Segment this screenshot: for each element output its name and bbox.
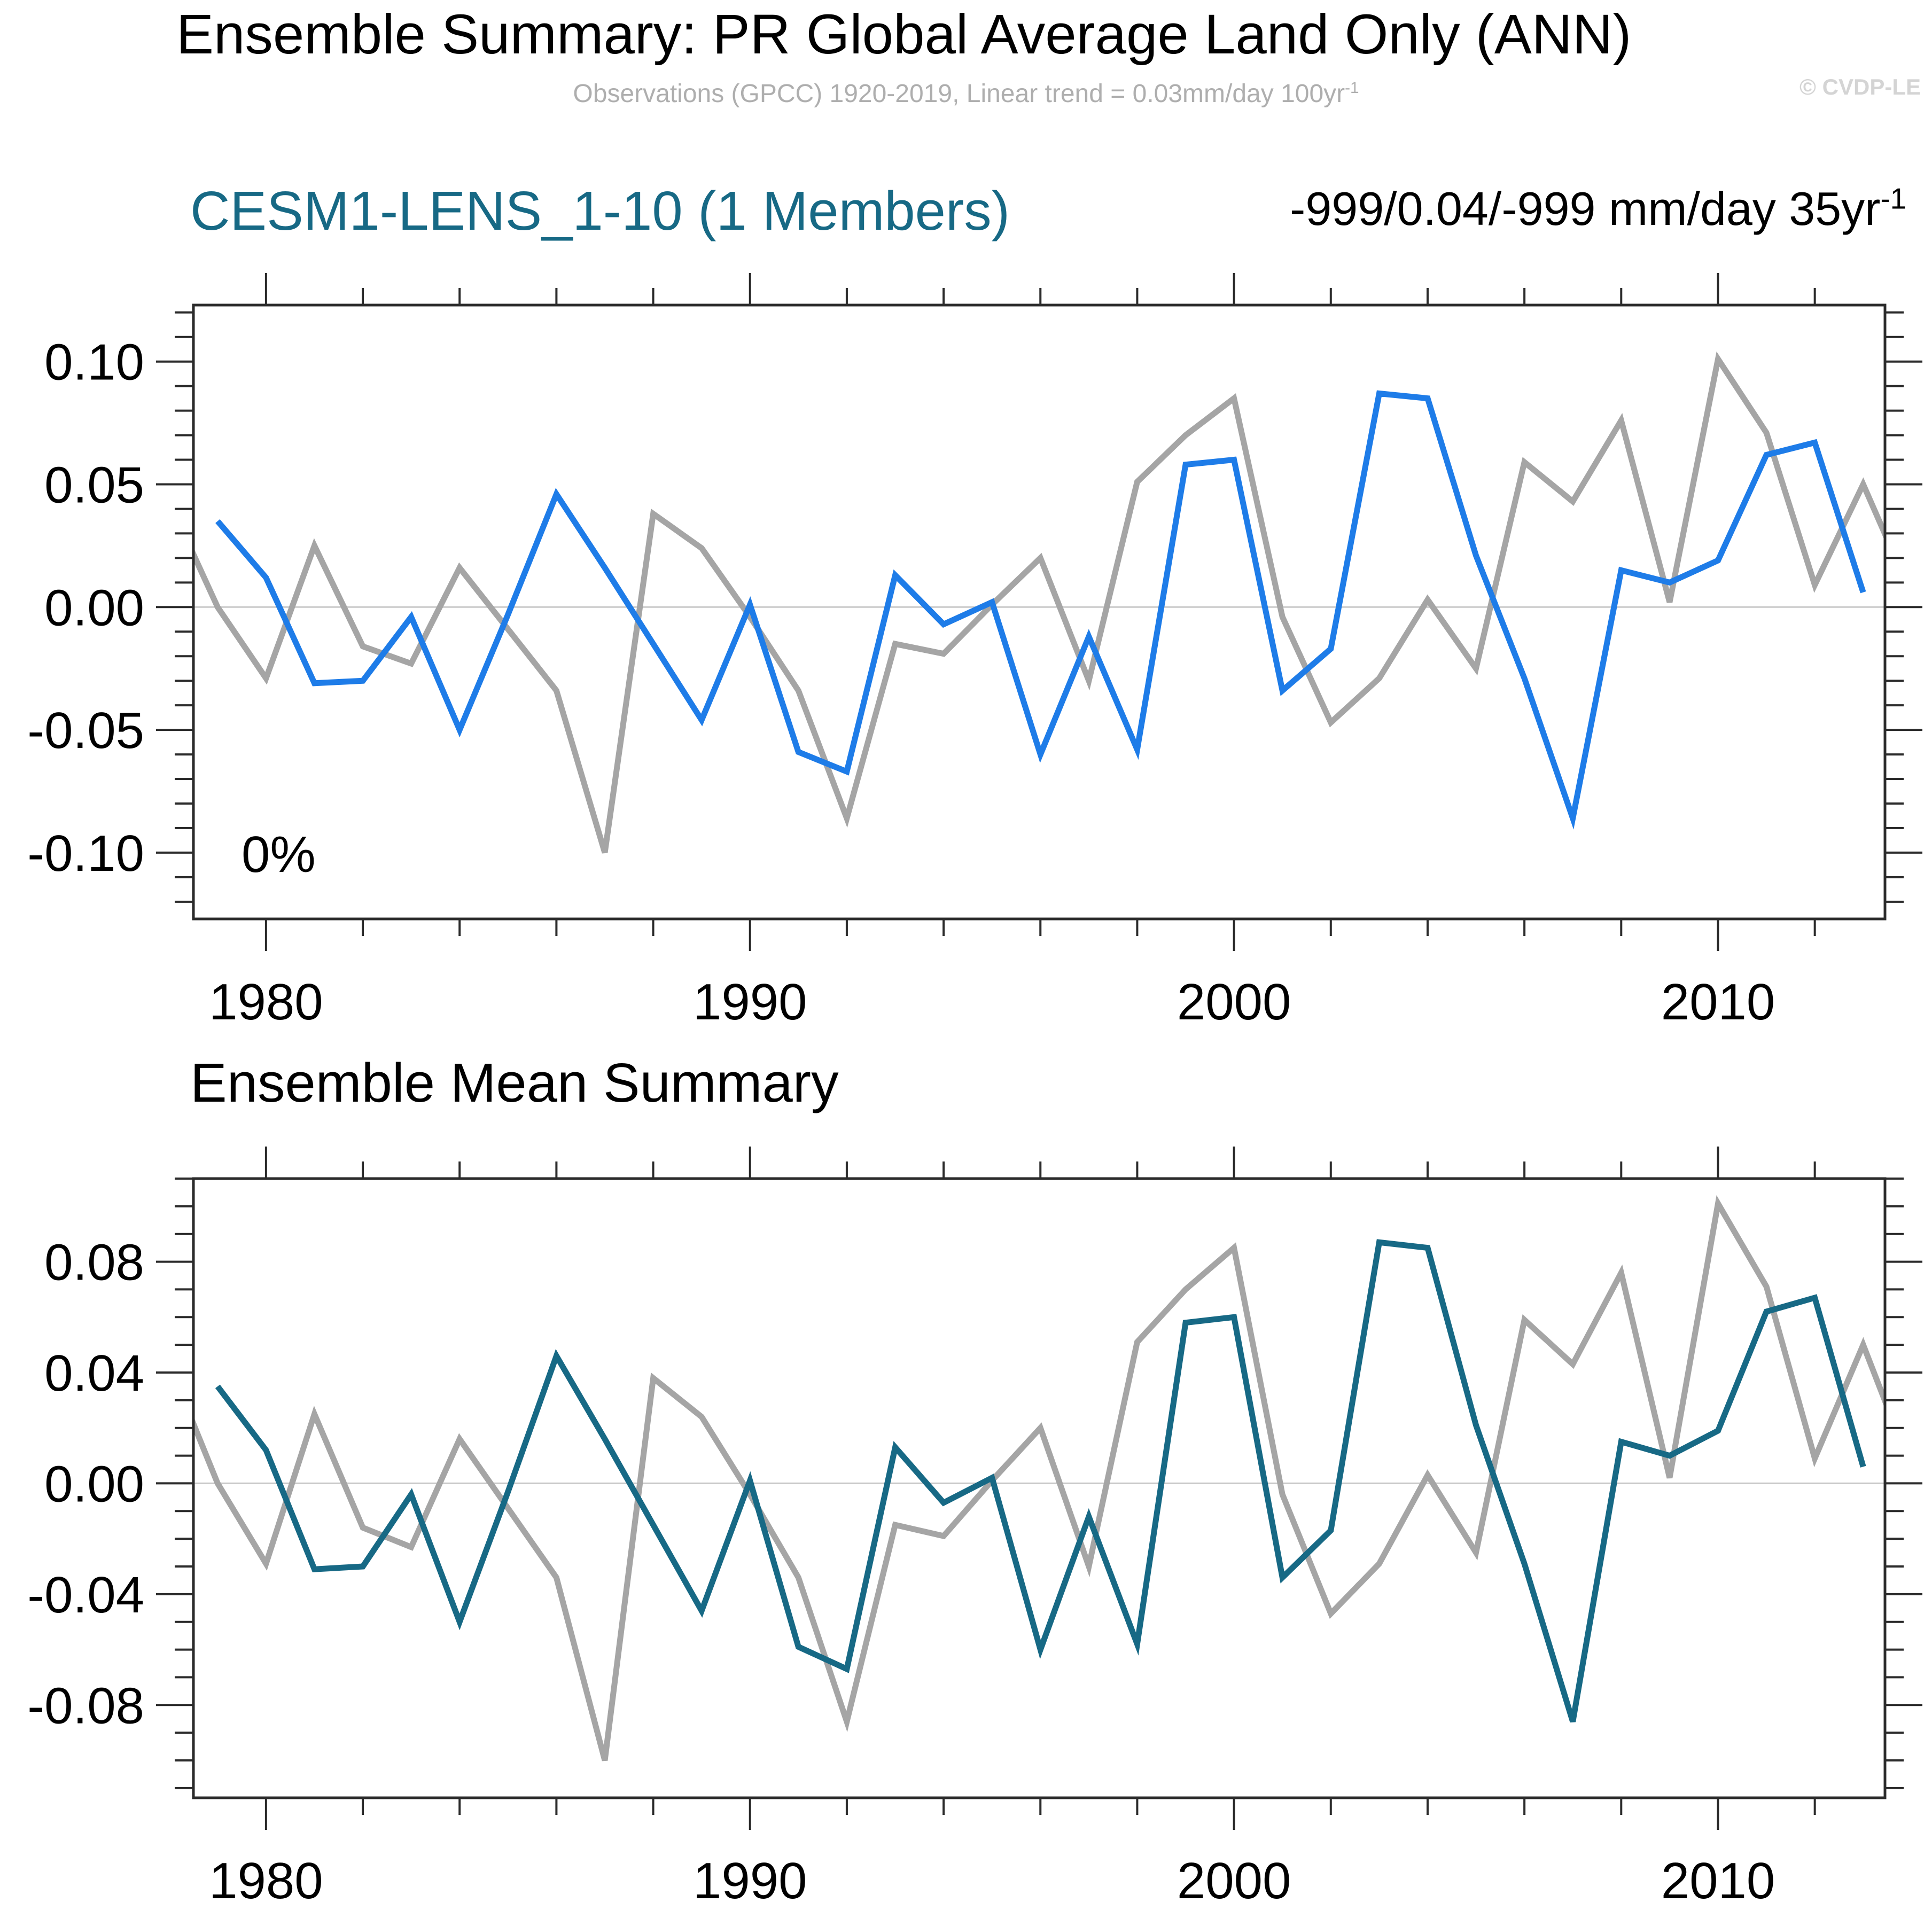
top-chart: 0.10 0.05 0.00 -0.05 -0.10 1980 1990 2000 2010 xyxy=(27,273,1922,1031)
plot-frame xyxy=(192,1177,1887,1799)
series-line-member xyxy=(215,1239,1866,1723)
x-tick-label: 2010 xyxy=(1661,973,1775,1031)
axis-ticks xyxy=(156,273,1922,951)
x-tick-label: 1990 xyxy=(693,1852,807,1909)
bottom-chart-title: Ensemble Mean Summary xyxy=(190,1052,839,1113)
bottom-chart: 0.08 0.04 0.00 -0.04 -0.08 1980 1990 2000 2010 xyxy=(27,1147,1922,1909)
y-tick-label: 0.10 xyxy=(44,334,144,391)
trend-stats-text: -999/0.04/-999 mm/day 35yr xyxy=(1290,182,1881,235)
y-tick-label: -0.05 xyxy=(27,702,144,759)
y-tick-label: -0.10 xyxy=(27,825,144,882)
observations-subtitle-exponent: -1 xyxy=(1345,79,1359,97)
x-tick-label: 1990 xyxy=(693,973,807,1031)
x-tick-label: 2010 xyxy=(1661,1852,1775,1909)
y-tick-label: -0.04 xyxy=(27,1566,144,1624)
y-tick-label: 0.00 xyxy=(44,1455,144,1513)
y-tick-label: 0.05 xyxy=(44,457,144,514)
page-title: Ensemble Summary: PR Global Average Land… xyxy=(176,3,1632,66)
series-line-observations xyxy=(193,351,1885,854)
axis-labels: 0.10 0.05 0.00 -0.05 -0.10 1980 1990 2000 2010 xyxy=(27,334,1775,1031)
top-chart-title: CESM1-LENS_1-10 (1 Members) xyxy=(190,180,1010,241)
top-chart-trend-stats: -999/0.04/-999 mm/day 35yr-1 xyxy=(1290,182,1906,236)
trend-stats-exponent: -1 xyxy=(1880,182,1906,215)
zero-percent-annotation: 0% xyxy=(242,826,316,883)
y-tick-label: 0.08 xyxy=(44,1234,144,1291)
observations-subtitle-text: Observations (GPCC) 1920-2019, Linear tr… xyxy=(573,80,1345,108)
y-tick-label: -0.08 xyxy=(27,1677,144,1734)
x-tick-label: 2000 xyxy=(1177,973,1291,1031)
y-tick-label: 0.04 xyxy=(44,1345,144,1402)
axis-ticks xyxy=(156,1147,1922,1830)
plot-frame xyxy=(192,303,1887,921)
cvdp-watermark: © CVDP-LE xyxy=(1799,74,1921,99)
y-tick-label: 0.00 xyxy=(44,579,144,636)
axis-labels: 0.08 0.04 0.00 -0.04 -0.08 1980 1990 2000 2010 xyxy=(27,1234,1775,1909)
series-line-member xyxy=(215,390,1866,830)
observations-subtitle: Observations (GPCC) 1920-2019, Linear tr… xyxy=(40,79,1892,108)
x-tick-label: 1980 xyxy=(209,973,323,1031)
x-tick-label: 1980 xyxy=(209,1852,323,1909)
series-line-observations xyxy=(193,1195,1885,1761)
x-tick-label: 2000 xyxy=(1177,1852,1291,1909)
